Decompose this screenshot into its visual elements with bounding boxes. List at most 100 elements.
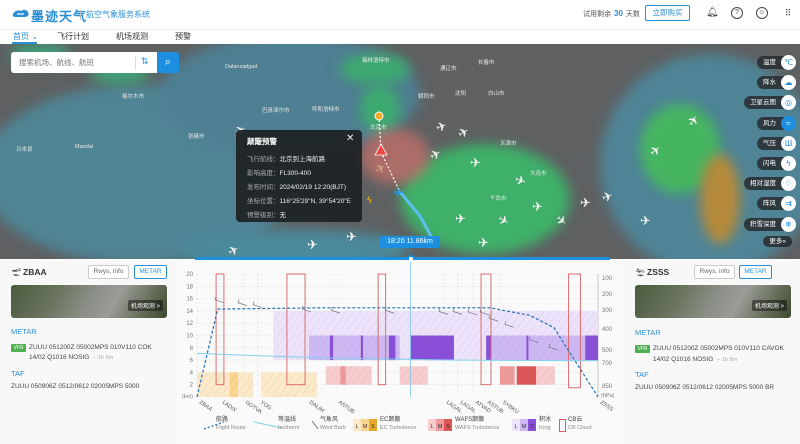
layer-icon: ℃: [781, 55, 796, 70]
row-key: 飞行航线：: [247, 156, 280, 163]
plane-icon[interactable]: ✈: [640, 213, 651, 228]
plane-icon[interactable]: ✈: [346, 229, 357, 244]
legend-sublabel: WAFS Turbulence: [455, 425, 500, 431]
warning-triangle-icon[interactable]: [374, 143, 388, 156]
wind-barb: [237, 299, 248, 307]
icing-area-hatch: [585, 335, 598, 361]
route-dashed: [380, 151, 401, 193]
legend-isotherm: 等温线 Isotherm: [278, 416, 299, 432]
airport-code: ZSSS: [647, 267, 670, 277]
metar-button[interactable]: METAR: [134, 265, 167, 279]
airport-satellite-image[interactable]: 机场观测 >: [11, 285, 167, 318]
layer-label: 气压: [757, 136, 788, 150]
plane-icon[interactable]: ✈: [532, 199, 543, 214]
y-tick-label: 8: [190, 346, 194, 352]
legend-wind-barb: 气象风 Wind Barb: [320, 416, 346, 432]
rwys-info-button[interactable]: Rwys, info: [694, 265, 735, 279]
nav-warning[interactable]: 预警: [175, 32, 191, 41]
legend-label: 等温线: [278, 417, 297, 423]
icing-severe-swatch: S: [528, 419, 536, 431]
cb-cloud-box: [286, 273, 306, 386]
buy-now-button[interactable]: 立即购买: [645, 5, 690, 21]
pressure-axis-unit: (hPa): [601, 393, 615, 399]
map-label: 长春市: [478, 60, 495, 66]
rwys-info-button[interactable]: Rwys, info: [88, 265, 129, 279]
icing-area-hatch: [526, 335, 529, 361]
y-tick-label: 20: [186, 272, 193, 278]
plane-icon[interactable]: ✈: [470, 155, 481, 170]
y-tick-label: 2: [190, 383, 194, 389]
trial-days: 30: [614, 9, 623, 18]
timeline-track[interactable]: [195, 257, 610, 260]
y-tick-label: 16: [186, 297, 193, 303]
plane-icon[interactable]: ✈: [455, 211, 466, 226]
taf-title: TAF: [635, 370, 649, 379]
plane-icon[interactable]: ✈: [478, 235, 489, 250]
wafs-turbulence-area-hatch: [536, 366, 555, 385]
route-profile-chart[interactable]: 2 4 6 8 10 12 14 16 18 20 (km) 100 200 300 400 500 700 85…: [180, 262, 620, 444]
row-value: 无: [279, 212, 287, 219]
map-label: 通辽市: [440, 66, 457, 72]
route-search-icon[interactable]: ⇅: [141, 56, 149, 66]
legend-sublabel: EC Turbulence: [380, 425, 417, 431]
origin-marker[interactable]: [374, 111, 384, 121]
map-label: 白山市: [488, 91, 505, 97]
lightning-icon: ϟ: [367, 195, 372, 205]
user-icon[interactable]: ☺: [756, 7, 768, 19]
pressure-tick-label: 400: [602, 327, 613, 333]
apps-grid-icon[interactable]: ⠿: [784, 8, 792, 18]
row-key: 发布时间：: [247, 184, 280, 191]
nav-airport-observation[interactable]: 机场观测: [116, 32, 148, 41]
ec-severe-swatch: S: [369, 419, 377, 431]
arrival-airport-panel: 🛬︎ ZSSS Rwys, info METAR 机场观测 > METAR VF…: [622, 260, 800, 444]
airport-observation-link[interactable]: 机场观测 >: [751, 300, 787, 311]
search-input[interactable]: [19, 58, 134, 67]
help-icon[interactable]: ?: [731, 7, 743, 19]
nav-home-label: 首页: [13, 32, 29, 41]
row-value: 116°25'29"N, 39°54'20"E: [279, 198, 351, 205]
layer-label: 降水: [757, 76, 788, 90]
flight-rule-badge: VFR: [11, 344, 26, 352]
cb-cloud-box: [568, 273, 581, 389]
row-value: FL300-400: [279, 170, 311, 177]
wind-barb: [438, 308, 449, 315]
map-label: 呼和浩特市: [312, 107, 340, 113]
airport-satellite-image[interactable]: 机场观测 >: [635, 285, 791, 318]
nav-home[interactable]: 首页 ⌄: [13, 31, 38, 42]
cb-cloud-box: [215, 273, 225, 386]
plane-icon[interactable]: ✈: [307, 237, 318, 252]
wind-barb: [330, 307, 341, 314]
y-tick-label: 4: [190, 370, 194, 376]
airport-observation-link[interactable]: 机场观测 >: [127, 300, 163, 311]
weather-map[interactable]: Dalanzadgad 锡林浩特市 通辽市 长春市 朝阳市 沈阳 白山市 巴彦淖…: [0, 44, 800, 259]
current-flight-icon[interactable]: ✈: [393, 185, 404, 200]
metar-text: ZUUU 051200Z 05002MPS 010V110 CAVOK: [653, 345, 784, 352]
popup-row-route: 飞行航线：北京到上海航路: [247, 153, 325, 163]
trial-prefix: 试用剩余: [583, 11, 611, 18]
flight-route-legend-icon: [203, 421, 225, 430]
nav-flight-plan[interactable]: 飞行计划: [57, 32, 89, 41]
map-label: 朝阳市: [418, 94, 435, 100]
popup-row-time: 发布时间：2024/02/19 12:20(BJT): [247, 181, 346, 191]
layer-icon: Ш: [781, 135, 796, 151]
departure-icon: 🛫︎: [11, 268, 22, 277]
map-label: Mandal: [75, 144, 94, 150]
close-icon[interactable]: ✕: [346, 133, 355, 144]
system-name: 航空气象服务系统: [86, 10, 150, 19]
legend-flight-route: 航路 Flight Route: [216, 416, 246, 432]
row-key: 坐标位置：: [247, 198, 280, 205]
search-icon: ⌕: [164, 56, 172, 68]
y-axis-unit: (km): [182, 394, 193, 400]
metar-text: ZUUU 051200Z 05002MPS 010V110 COK: [29, 344, 152, 351]
plane-icon[interactable]: ✈: [580, 195, 591, 210]
search-button[interactable]: ⌕: [157, 52, 179, 73]
logo-text[interactable]: 墨迹天气: [31, 10, 88, 25]
bell-icon[interactable]: 🔔︎: [706, 7, 719, 18]
waypoint-label: SYBKU: [501, 400, 520, 416]
more-layers-button[interactable]: 更多»: [763, 236, 792, 247]
layer-label: 积雪深度: [744, 217, 788, 231]
metar-button[interactable]: METAR: [739, 265, 772, 279]
y-tick-label: 10: [186, 334, 193, 340]
wind-barb: [548, 343, 559, 351]
waypoint-label: ZSSS: [599, 400, 614, 413]
